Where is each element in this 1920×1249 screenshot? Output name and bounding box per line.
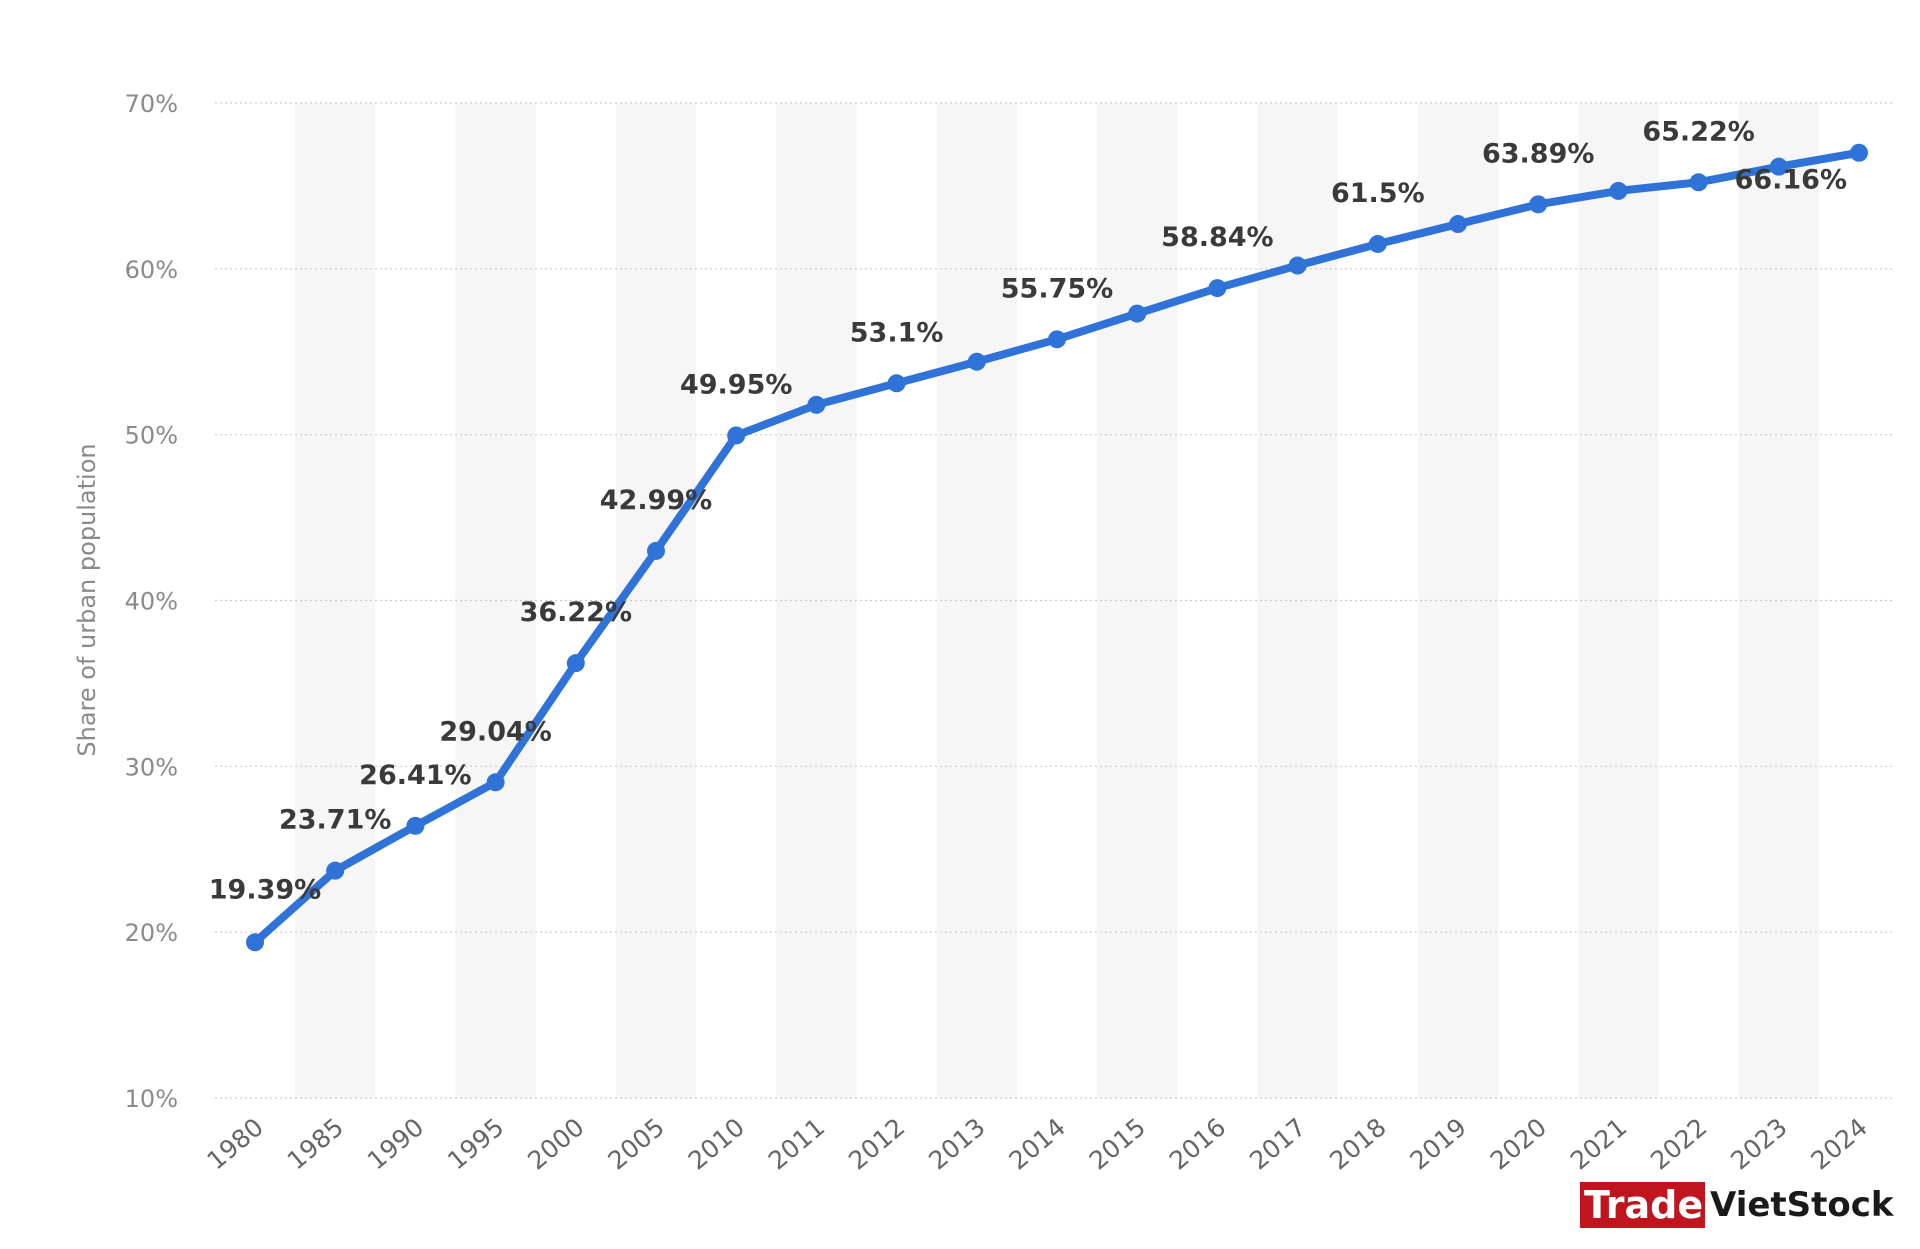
watermark-logo: Trade VietStock (1580, 1182, 1895, 1228)
data-point (406, 816, 425, 835)
data-label: 42.99% (600, 485, 712, 516)
data-label: 66.16% (1735, 165, 1847, 196)
data-label: 61.5% (1331, 178, 1425, 209)
x-tick-label: 2000 (522, 1112, 589, 1175)
data-label: 49.95% (680, 369, 792, 400)
data-labels: 19.39% 23.71% 26.41% 29.04% 36.22% 42.99% 49.9… (209, 116, 1847, 905)
y-tick-label: 50% (125, 422, 178, 450)
data-point (1850, 143, 1868, 162)
x-tick-label: 2019 (1404, 1112, 1471, 1175)
x-tick-label: 2020 (1485, 1112, 1552, 1175)
x-tick-label: 1995 (442, 1112, 509, 1175)
data-point (1128, 304, 1147, 323)
y-axis-ticks: 10% 20% 30% 40% 50% 60% 70% (125, 90, 178, 1113)
x-tick-label: 2010 (683, 1112, 750, 1175)
data-point (566, 654, 585, 673)
y-axis-label: Share of urban population (73, 443, 101, 756)
data-label: 58.84% (1161, 222, 1273, 253)
data-point (1368, 234, 1387, 253)
data-point (1449, 215, 1467, 234)
y-tick-label: 70% (125, 90, 178, 118)
data-points (246, 143, 1868, 952)
x-tick-label: 2013 (923, 1112, 990, 1175)
data-point (887, 374, 906, 393)
x-tick-label: 2017 (1244, 1112, 1311, 1175)
data-point (1208, 279, 1227, 298)
y-tick-label: 30% (125, 753, 178, 781)
x-tick-label: 2021 (1565, 1112, 1632, 1175)
y-tick-label: 10% (125, 1085, 178, 1113)
x-tick-label: 2015 (1084, 1112, 1151, 1175)
x-tick-label: 2014 (1003, 1112, 1070, 1175)
x-tick-label: 1985 (282, 1112, 349, 1175)
data-label: 36.22% (520, 597, 632, 628)
x-tick-label: 1980 (201, 1112, 268, 1175)
watermark-vietstock: VietStock (1710, 1185, 1895, 1225)
x-axis-ticks: 1980 1985 1990 1995 2000 2005 2010 2011 2012 2013… (201, 1112, 1872, 1175)
y-tick-label: 60% (125, 256, 178, 284)
y-tick-label: 20% (125, 919, 178, 947)
data-point (1689, 173, 1708, 192)
watermark-trade-bg (1580, 1182, 1705, 1228)
x-tick-label: 2016 (1164, 1112, 1231, 1175)
x-tick-label: 2005 (602, 1112, 669, 1175)
data-point (1529, 195, 1548, 214)
data-point (326, 861, 345, 880)
data-point (967, 352, 986, 371)
data-point (1769, 157, 1788, 176)
data-point (1048, 330, 1066, 349)
data-point (647, 541, 665, 560)
x-tick-label: 2011 (763, 1112, 830, 1175)
x-tick-label: 2018 (1324, 1112, 1391, 1175)
data-label: 29.04% (439, 716, 551, 747)
data-label: 26.41% (359, 760, 471, 791)
data-point (1288, 256, 1307, 275)
data-label: 23.71% (279, 805, 391, 836)
data-label: 19.39% (209, 874, 321, 905)
watermark-trade: Trade (1584, 1183, 1703, 1227)
data-label: 53.1% (850, 317, 944, 348)
data-label: 65.22% (1642, 116, 1754, 147)
x-tick-label: 2012 (843, 1112, 910, 1175)
data-label: 55.75% (1001, 273, 1113, 304)
gridlines (215, 102, 1895, 1099)
y-tick-label: 40% (125, 588, 178, 616)
data-label: 63.89% (1482, 138, 1594, 169)
data-point (727, 426, 746, 445)
data-point (486, 773, 505, 792)
x-tick-label: 2023 (1725, 1112, 1792, 1175)
x-tick-label: 2024 (1805, 1112, 1872, 1175)
data-point (1609, 181, 1628, 200)
x-tick-label: 1990 (362, 1112, 429, 1175)
x-tick-label: 2022 (1645, 1112, 1712, 1175)
data-point (246, 933, 264, 952)
data-point (807, 395, 826, 414)
